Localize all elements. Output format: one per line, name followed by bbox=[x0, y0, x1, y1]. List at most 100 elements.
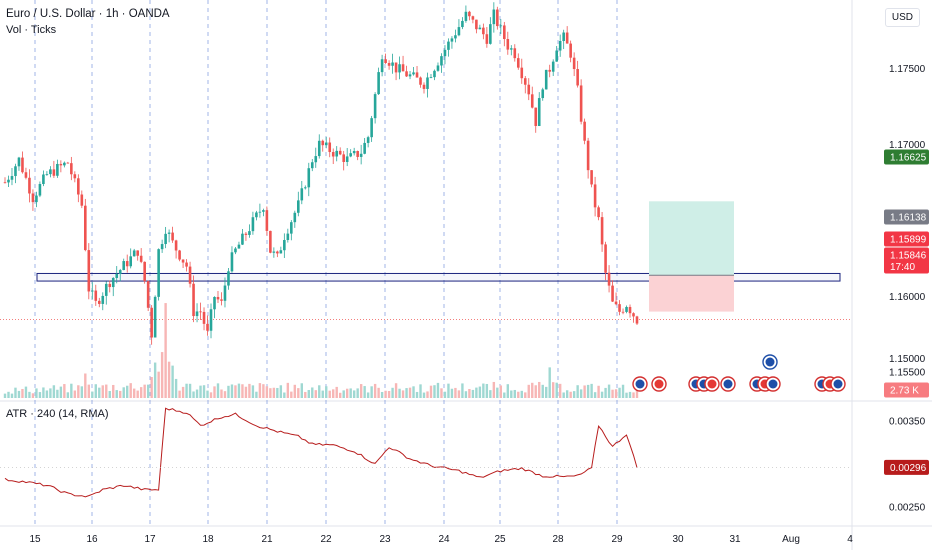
candle-body bbox=[157, 249, 160, 297]
candle bbox=[132, 248, 136, 257]
candle-body bbox=[628, 306, 632, 314]
symbol-title[interactable]: Euro / U.S. Dollar · 1h · OANDA bbox=[6, 8, 170, 20]
candle-body bbox=[426, 77, 429, 89]
price-axis[interactable]: 1.155001.160001.165001.170001.175001.150… bbox=[884, 64, 929, 513]
tag-last-price-text: 1.15846 bbox=[890, 251, 927, 262]
candle-body bbox=[174, 240, 178, 251]
volume-bar bbox=[265, 386, 269, 398]
candle-body bbox=[265, 210, 269, 231]
candle bbox=[422, 82, 426, 94]
candle bbox=[125, 254, 129, 273]
candle-body bbox=[394, 62, 398, 73]
candle-body bbox=[534, 107, 538, 126]
candle bbox=[443, 45, 447, 65]
volume-bar bbox=[339, 392, 342, 398]
volume-bar bbox=[551, 382, 555, 398]
candle bbox=[97, 297, 101, 308]
candle-body bbox=[42, 174, 45, 185]
candle-body bbox=[338, 150, 342, 155]
volume-bar bbox=[468, 389, 471, 398]
candle bbox=[167, 229, 171, 243]
volume-bar bbox=[391, 387, 394, 398]
candle bbox=[523, 76, 527, 94]
candle-body bbox=[209, 309, 213, 331]
price-tick-label: 1.17500 bbox=[889, 64, 926, 75]
atr-legend[interactable]: ATR · 240 (14, RMA) bbox=[6, 408, 109, 420]
candle bbox=[70, 156, 73, 181]
candle-body bbox=[38, 184, 42, 196]
candle bbox=[454, 29, 457, 43]
volume-bar bbox=[248, 383, 251, 398]
candle bbox=[258, 203, 262, 218]
candle-body bbox=[314, 156, 318, 163]
candle-body bbox=[380, 59, 384, 73]
tag-atr: 0.00296 bbox=[884, 459, 929, 475]
economic-events[interactable] bbox=[632, 354, 846, 392]
volume-bar bbox=[258, 383, 262, 398]
volume-bar bbox=[77, 385, 80, 398]
candle-body bbox=[359, 153, 363, 157]
volume-bar bbox=[335, 386, 338, 398]
currency-button[interactable]: USD bbox=[884, 8, 920, 27]
candle bbox=[241, 229, 244, 245]
candle-body bbox=[436, 65, 440, 71]
candle-body bbox=[548, 69, 552, 72]
candle-body bbox=[104, 283, 108, 296]
volume-bar bbox=[405, 388, 408, 398]
candle-body bbox=[447, 41, 450, 50]
time-axis[interactable]: 15 16 17 18 21 22 23 24 25 28 29 30 31 Aug 4 bbox=[29, 534, 853, 545]
volume-bar bbox=[363, 386, 366, 398]
volume-legend[interactable]: Vol · Ticks bbox=[6, 24, 57, 36]
candle-body bbox=[181, 259, 185, 263]
candle bbox=[335, 146, 339, 162]
volume-bar bbox=[129, 383, 132, 398]
candle bbox=[328, 137, 332, 158]
candle-body bbox=[101, 295, 105, 304]
candle bbox=[475, 19, 478, 34]
volume-bar bbox=[241, 384, 244, 398]
volume-bar bbox=[311, 387, 314, 398]
time-tick-label: 18 bbox=[202, 534, 214, 545]
candle-body bbox=[604, 244, 607, 273]
price-tick-label: 1.16000 bbox=[889, 292, 926, 303]
candle-body bbox=[597, 207, 600, 218]
candle-body bbox=[129, 256, 133, 267]
candle bbox=[35, 191, 38, 208]
candle bbox=[178, 249, 181, 262]
candle-body bbox=[356, 151, 359, 157]
volume-bar bbox=[98, 387, 101, 398]
candle-body bbox=[234, 248, 237, 253]
candle bbox=[111, 277, 115, 297]
candle-body bbox=[111, 277, 115, 288]
candle bbox=[244, 232, 248, 241]
candle bbox=[237, 241, 241, 249]
event-dot bbox=[765, 357, 775, 367]
candle bbox=[579, 79, 583, 125]
candle-body bbox=[523, 78, 527, 85]
candle bbox=[558, 34, 562, 57]
candle bbox=[593, 176, 597, 217]
candle bbox=[583, 118, 586, 145]
long-position-tool[interactable] bbox=[649, 201, 734, 312]
candle bbox=[108, 280, 112, 293]
candle bbox=[391, 53, 394, 74]
candle bbox=[489, 17, 492, 45]
candle-body bbox=[482, 27, 485, 35]
volume-bar bbox=[167, 361, 171, 398]
candle bbox=[572, 52, 576, 77]
candle bbox=[426, 72, 429, 98]
candle-body bbox=[63, 162, 66, 166]
tag-last-price-bg bbox=[884, 247, 929, 274]
volume-bar bbox=[440, 388, 443, 398]
volume-bar bbox=[489, 390, 492, 398]
candle-body bbox=[454, 35, 457, 39]
support-zone[interactable] bbox=[0, 272, 852, 321]
time-tick-label: 25 bbox=[494, 534, 506, 545]
candle bbox=[52, 160, 56, 178]
candle-body bbox=[600, 217, 604, 245]
volume-bar bbox=[503, 392, 506, 398]
price-tick-label: 1.15000 bbox=[889, 354, 926, 365]
candle bbox=[478, 24, 482, 30]
candle-body bbox=[279, 250, 283, 254]
